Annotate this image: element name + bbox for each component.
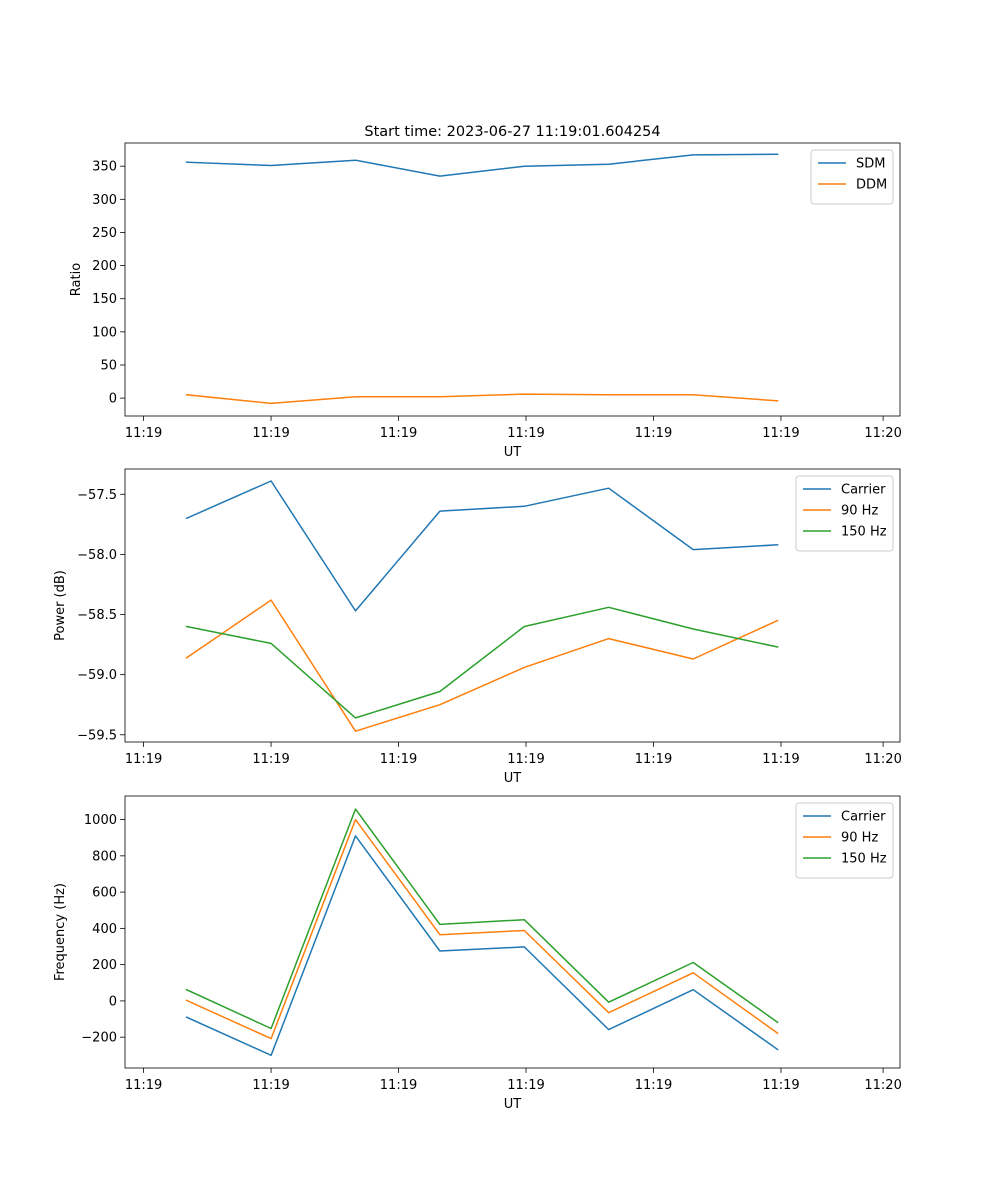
y-axis-label: Frequency (Hz) xyxy=(53,883,68,981)
x-tick-label: 11:20 xyxy=(864,752,901,767)
legend-label: Carrier xyxy=(841,483,886,498)
y-tick-label: 350 xyxy=(92,160,117,175)
x-tick-label: 11:19 xyxy=(635,752,672,767)
y-axis-label: Power (dB) xyxy=(53,570,68,641)
x-tick-label: 11:20 xyxy=(864,426,901,441)
legend: Carrier 90 Hz 150 Hz xyxy=(795,475,894,552)
legend: SDM DDM xyxy=(810,149,894,205)
x-axis-label: UT xyxy=(504,445,522,460)
y-tick-label: 400 xyxy=(92,922,117,937)
x-tick-label: 11:19 xyxy=(507,752,544,767)
legend-label: 150 Hz xyxy=(841,525,887,540)
subplot-3: 11:19 11:19 11:19 11:19 11:19 11:19 11:20 −200 0… xyxy=(53,795,902,1112)
figure-title: Start time: 2023-06-27 11:19:01.604254 xyxy=(364,124,660,140)
legend-frame xyxy=(795,475,894,552)
subplot-1: 11:19 11:19 11:19 11:19 11:19 11:19 11:20 0 50 10… xyxy=(69,142,902,460)
y-tick-label: 150 xyxy=(92,292,117,307)
legend-label: 90 Hz xyxy=(841,504,878,519)
y-tick-label: −58.0 xyxy=(77,548,117,563)
x-axis-label: UT xyxy=(504,771,522,786)
x-tick-label: 11:19 xyxy=(635,426,672,441)
x-tick-label: 11:19 xyxy=(252,426,289,441)
series-line-150-hz xyxy=(185,606,779,719)
x-axis-label: UT xyxy=(504,1097,522,1112)
series-line-carrier xyxy=(185,835,779,1057)
x-tick-label: 11:19 xyxy=(252,752,289,767)
legend-label: Carrier xyxy=(841,810,886,825)
x-tick-label: 11:19 xyxy=(125,752,162,767)
series-line-sdm xyxy=(185,153,779,177)
x-tick-label: 11:19 xyxy=(635,1078,672,1093)
series-line-90-hz xyxy=(185,818,779,1040)
x-tick-label: 11:19 xyxy=(252,1078,289,1093)
y-tick-label: 50 xyxy=(100,358,117,373)
x-tick-label: 11:20 xyxy=(864,1078,901,1093)
y-tick-label: −58.5 xyxy=(77,608,117,623)
y-tick-label: 100 xyxy=(92,325,117,340)
y-tick-label: 200 xyxy=(92,259,117,274)
axes-frame xyxy=(124,468,901,743)
y-tick-label: 300 xyxy=(92,193,117,208)
y-tick-label: 250 xyxy=(92,226,117,241)
y-tick-label: 0 xyxy=(109,392,117,407)
x-tick-label: 11:19 xyxy=(380,426,417,441)
legend-label: 90 Hz xyxy=(841,831,878,846)
x-tick-label: 11:19 xyxy=(507,1078,544,1093)
series-line-150-hz xyxy=(185,808,779,1030)
axes-frame xyxy=(124,142,901,417)
x-tick-label: 11:19 xyxy=(380,752,417,767)
legend-label: 150 Hz xyxy=(841,852,887,867)
y-tick-label: 800 xyxy=(92,849,117,864)
series-line-90-hz xyxy=(185,599,779,732)
x-tick-label: 11:19 xyxy=(762,426,799,441)
y-tick-label: 0 xyxy=(109,994,117,1009)
subplot-2: 11:19 11:19 11:19 11:19 11:19 11:19 11:20 −59.5… xyxy=(53,468,902,786)
y-axis-label: Ratio xyxy=(69,263,84,296)
x-tick-label: 11:19 xyxy=(762,752,799,767)
y-tick-label: 600 xyxy=(92,886,117,901)
legend: Carrier 90 Hz 150 Hz xyxy=(795,802,894,879)
y-tick-label: 1000 xyxy=(84,813,117,828)
series-line-ddm xyxy=(185,393,779,405)
axes-frame xyxy=(124,795,901,1069)
x-tick-label: 11:19 xyxy=(125,426,162,441)
legend-label: SDM xyxy=(856,157,885,172)
x-tick-label: 11:19 xyxy=(380,1078,417,1093)
y-tick-label: −59.0 xyxy=(77,668,117,683)
y-tick-label: −59.5 xyxy=(77,728,117,743)
legend-label: DDM xyxy=(856,178,887,193)
x-tick-label: 11:19 xyxy=(125,1078,162,1093)
legend-frame xyxy=(795,802,894,879)
subplots: 11:19 11:19 11:19 11:19 11:19 11:19 11:20 0 50 10… xyxy=(53,142,902,1112)
y-tick-label: 200 xyxy=(92,958,117,973)
x-tick-label: 11:19 xyxy=(762,1078,799,1093)
series-line-carrier xyxy=(185,480,779,612)
y-tick-label: −200 xyxy=(81,1031,117,1046)
y-tick-label: −57.5 xyxy=(77,488,117,503)
x-tick-label: 11:19 xyxy=(507,426,544,441)
